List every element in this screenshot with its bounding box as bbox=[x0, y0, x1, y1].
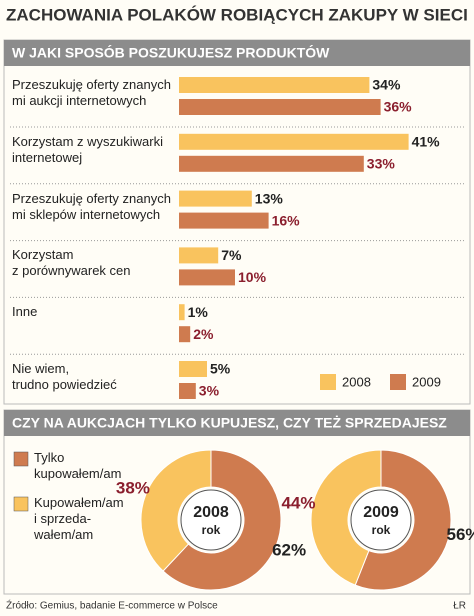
donut-slice bbox=[354, 449, 452, 591]
value-label: 56% bbox=[446, 525, 474, 544]
section-header bbox=[4, 40, 470, 66]
donut-center bbox=[180, 489, 242, 551]
value-label: 38% bbox=[116, 479, 150, 498]
donut-slice bbox=[162, 449, 282, 591]
center-label: rok bbox=[202, 523, 221, 537]
section-header bbox=[4, 410, 470, 436]
value-label: 7% bbox=[221, 247, 242, 263]
legend-label: Tylko kupowałem/am bbox=[34, 450, 122, 481]
legend-label: 2008 bbox=[342, 374, 371, 389]
legend-swatch bbox=[390, 374, 406, 390]
value-label: 41% bbox=[412, 134, 441, 150]
bar bbox=[179, 269, 235, 286]
legend-swatch bbox=[13, 451, 29, 467]
bar bbox=[179, 190, 252, 207]
value-label: 62% bbox=[272, 540, 306, 559]
value-label: 16% bbox=[272, 212, 301, 228]
bar bbox=[179, 304, 185, 321]
legend-swatch bbox=[320, 374, 336, 390]
bar bbox=[179, 99, 381, 115]
category-label: Inne bbox=[12, 304, 38, 320]
category-label: Korzystam z porównywarek cen bbox=[12, 247, 131, 279]
value-label: 5% bbox=[210, 361, 231, 377]
bar bbox=[179, 77, 370, 93]
page-title: ZACHOWANIA POLAKÓW ROBIĄCYCH ZAKUPY W SI… bbox=[6, 5, 468, 24]
center-year: 2009 bbox=[363, 504, 399, 521]
category-label: Nie wiem, trudno powiedzieć bbox=[12, 361, 117, 392]
value-label: 1% bbox=[188, 304, 209, 320]
bar bbox=[179, 133, 409, 150]
category-label: Przeszukuję oferty znanych mi sklepów in… bbox=[12, 190, 171, 222]
section-title: W JAKI SPOSÓB POSZUKUJESZ PRODUKTÓW bbox=[12, 44, 330, 61]
value-label: 13% bbox=[255, 190, 284, 206]
donut-slice bbox=[140, 449, 212, 572]
section-title: CZY NA AUKCJACH TYLKO KUPUJESZ, CZY TEŻ … bbox=[12, 415, 447, 431]
category-label: Korzystam z wyszukiwarki internetowej bbox=[12, 133, 163, 165]
source: Źródło: Gemius, badanie E-commerce w Pol… bbox=[6, 599, 218, 612]
donut-center bbox=[350, 489, 412, 551]
value-label: 44% bbox=[281, 494, 315, 513]
legend-label: Kupowałem/am i sprzeda- wałem/am bbox=[34, 495, 124, 542]
value-label: 34% bbox=[372, 77, 401, 93]
value-label: 2% bbox=[193, 326, 214, 342]
bar bbox=[179, 326, 191, 343]
bar bbox=[179, 247, 219, 264]
bar bbox=[179, 155, 364, 172]
legend-label: 2009 bbox=[412, 374, 441, 389]
bar bbox=[179, 361, 207, 377]
donut-slice bbox=[310, 449, 382, 586]
category-label: Przeszukuję oferty znanych mi aukcji int… bbox=[12, 77, 171, 108]
value-label: 10% bbox=[238, 269, 267, 285]
center-label: rok bbox=[372, 523, 391, 537]
value-label: 3% bbox=[199, 383, 220, 399]
value-label: 36% bbox=[384, 99, 413, 115]
value-label: 33% bbox=[367, 156, 396, 172]
center-year: 2008 bbox=[193, 504, 229, 521]
bar bbox=[179, 383, 196, 399]
legend-swatch bbox=[13, 496, 29, 512]
credit: ŁR bbox=[453, 601, 466, 612]
bar bbox=[179, 212, 269, 229]
